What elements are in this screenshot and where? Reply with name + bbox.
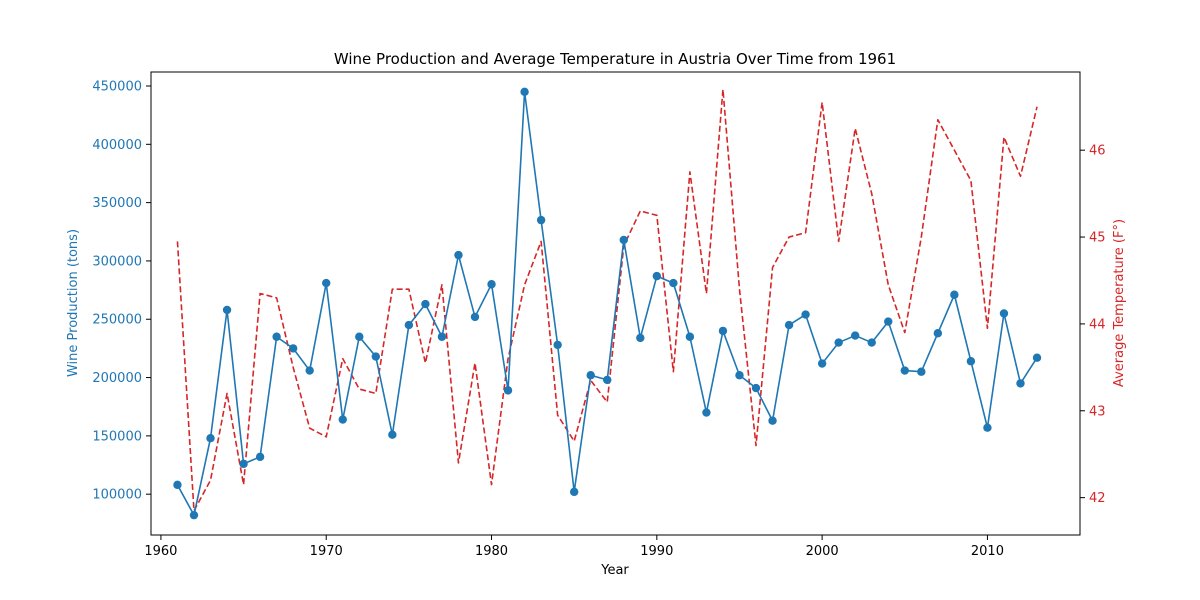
wine-production-point xyxy=(950,290,959,299)
wine-production-series-line xyxy=(176,91,1038,516)
wine-production-point xyxy=(338,415,347,424)
wine-production-point xyxy=(173,480,182,490)
left-y-tick-label: 300000 xyxy=(92,254,142,269)
wine-production-point xyxy=(189,510,199,520)
right-y-axis-title: Average Temperature (F°) xyxy=(1112,219,1127,387)
right-y-tick-label: 42 xyxy=(1089,491,1106,506)
wine-production-point xyxy=(702,408,711,417)
wine-production-point xyxy=(619,235,628,245)
wine-production-point xyxy=(999,309,1009,318)
wine-production-point xyxy=(206,434,215,443)
wine-production-point xyxy=(520,87,529,97)
wine-production-point xyxy=(586,371,595,380)
wine-production-point xyxy=(603,375,612,385)
wine-production-point xyxy=(917,367,926,376)
wine-production-point xyxy=(255,452,265,462)
wine-production-point xyxy=(900,366,909,375)
wine-production-point xyxy=(652,271,662,281)
right-y-tick-label: 43 xyxy=(1089,404,1106,419)
temperature-series-line xyxy=(176,88,1038,512)
x-tick-label: 2010 xyxy=(971,544,1004,559)
x-axis-title: Year xyxy=(600,563,629,578)
right-y-tick-label: 45 xyxy=(1089,231,1106,246)
wine-production-point xyxy=(735,371,744,380)
wine-production-point xyxy=(801,310,810,319)
wine-production-point xyxy=(305,366,314,375)
wine-production-point xyxy=(553,340,562,350)
wine-production-point xyxy=(288,344,298,353)
wine-production-point xyxy=(884,317,893,326)
plot-frame xyxy=(150,71,1081,536)
chart-title: Wine Production and Average Temperature … xyxy=(334,50,896,68)
wine-production-point xyxy=(933,329,943,338)
x-tick-label: 1990 xyxy=(640,544,673,559)
right-y-tick-label: 46 xyxy=(1089,144,1106,159)
wine-production-point xyxy=(669,278,678,288)
left-y-tick-label: 350000 xyxy=(92,196,142,211)
wine-production-point xyxy=(834,338,843,347)
left-y-tick-label: 400000 xyxy=(92,138,142,153)
wine-production-point xyxy=(1032,353,1042,362)
wine-production-point xyxy=(454,250,463,260)
left-y-tick-label: 100000 xyxy=(92,488,142,503)
x-tick-label: 1970 xyxy=(310,544,343,559)
x-tick-label: 1980 xyxy=(475,544,508,559)
wine-production-point xyxy=(437,332,447,341)
wine-production-point xyxy=(536,215,546,225)
wine-production-point xyxy=(470,312,480,322)
wine-production-point xyxy=(784,320,794,330)
wine-production-point xyxy=(322,278,331,288)
x-tick-label: 1960 xyxy=(144,544,177,559)
wine-production-point xyxy=(636,333,645,343)
right-y-tick-label: 44 xyxy=(1089,317,1106,332)
wine-production-point xyxy=(718,326,728,336)
wine-production-point xyxy=(817,359,827,368)
plot-area: 1960 1970 1980 1990 2000 2010 100000 150000 2000… xyxy=(92,71,1106,559)
left-y-tick-label: 250000 xyxy=(92,313,142,328)
left-y-axis-title: Wine Production (tons) xyxy=(66,229,81,377)
wine-production-point xyxy=(404,320,414,330)
x-tick-label: 2000 xyxy=(806,544,839,559)
left-y-tick-label: 450000 xyxy=(92,79,142,94)
wine-production-point xyxy=(371,352,381,361)
left-y-tick-label: 200000 xyxy=(92,371,142,386)
wine-production-point xyxy=(966,357,976,366)
wine-production-point xyxy=(272,332,281,341)
left-y-tick-label: 150000 xyxy=(92,429,142,444)
wine-production-point xyxy=(421,299,430,309)
wine-production-point xyxy=(487,280,496,289)
wine-production-point xyxy=(388,430,397,439)
wine-production-point xyxy=(983,423,992,432)
wine-production-point xyxy=(768,416,777,425)
wine-production-point xyxy=(751,383,761,393)
wine-production-point xyxy=(222,305,232,315)
wine-production-point xyxy=(503,386,513,395)
wine-production-point xyxy=(1016,379,1025,388)
wine-production-point xyxy=(850,331,860,340)
wine-production-point xyxy=(355,332,364,341)
wine-production-point xyxy=(685,332,695,341)
wine-production-point xyxy=(867,338,876,347)
wine-production-point xyxy=(239,459,248,469)
wine-production-point xyxy=(569,487,579,497)
